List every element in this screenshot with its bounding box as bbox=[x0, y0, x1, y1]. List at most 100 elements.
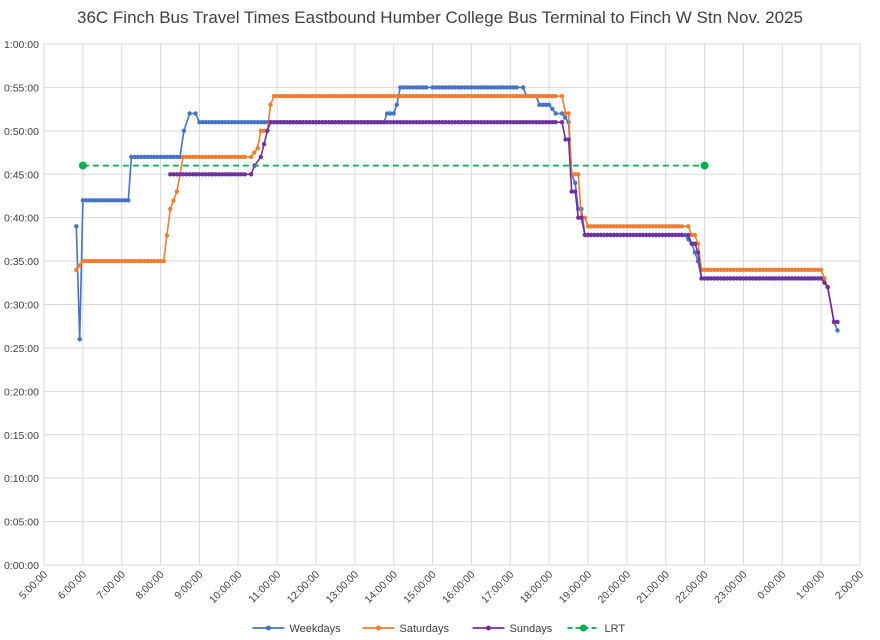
data-point-sundays bbox=[773, 276, 778, 281]
data-point-saturdays bbox=[608, 224, 613, 229]
data-point-weekdays bbox=[122, 198, 128, 203]
data-point-weekdays bbox=[440, 85, 445, 90]
data-point-saturdays bbox=[705, 267, 710, 272]
data-point-sundays bbox=[388, 120, 393, 125]
data-point-saturdays bbox=[676, 224, 681, 229]
data-point-sundays bbox=[498, 120, 503, 125]
data-point-sundays bbox=[640, 232, 646, 238]
data-point-saturdays bbox=[530, 93, 536, 99]
y-tick-label: 0:00:00 bbox=[4, 560, 39, 572]
data-point-saturdays bbox=[491, 93, 497, 99]
data-point-saturdays bbox=[122, 258, 128, 264]
legend-item-sundays: Sundays bbox=[472, 623, 553, 635]
data-point-weekdays bbox=[113, 198, 118, 203]
data-point-weekdays bbox=[501, 85, 506, 90]
data-point-weekdays bbox=[446, 85, 451, 90]
data-point-saturdays bbox=[239, 154, 244, 160]
data-point-sundays bbox=[378, 120, 383, 125]
data-point-weekdays bbox=[546, 102, 552, 108]
data-point-saturdays bbox=[602, 224, 607, 229]
data-point-saturdays bbox=[216, 154, 222, 160]
data-point-sundays bbox=[624, 232, 630, 238]
data-point-saturdays bbox=[576, 172, 581, 177]
data-point-saturdays bbox=[430, 93, 435, 99]
data-point-saturdays bbox=[611, 224, 617, 229]
data-point-saturdays bbox=[802, 267, 808, 272]
data-point-weekdays bbox=[488, 85, 494, 90]
data-point-sundays bbox=[760, 276, 766, 281]
data-point-weekdays bbox=[232, 120, 238, 125]
data-point-weekdays bbox=[436, 85, 442, 90]
data-point-sundays bbox=[187, 172, 192, 177]
data-point-sundays bbox=[579, 215, 584, 220]
data-point-sundays bbox=[660, 232, 665, 238]
data-point-weekdays bbox=[93, 198, 99, 203]
data-point-saturdays bbox=[119, 258, 124, 264]
data-point-sundays bbox=[789, 276, 795, 281]
data-point-sundays bbox=[702, 276, 707, 281]
data-point-weekdays bbox=[171, 154, 176, 160]
data-point-saturdays bbox=[355, 93, 361, 99]
data-point-saturdays bbox=[197, 154, 202, 160]
data-point-sundays bbox=[372, 120, 377, 125]
data-point-saturdays bbox=[472, 93, 477, 99]
data-point-saturdays bbox=[559, 93, 565, 99]
data-point-sundays bbox=[420, 120, 426, 125]
data-point-saturdays bbox=[180, 154, 186, 160]
data-point-sundays bbox=[226, 172, 231, 177]
data-point-saturdays bbox=[595, 224, 600, 229]
data-point-sundays bbox=[336, 120, 341, 125]
data-point-saturdays bbox=[164, 233, 170, 238]
data-point-sundays bbox=[368, 120, 374, 125]
data-point-saturdays bbox=[731, 267, 736, 272]
data-point-sundays bbox=[287, 120, 293, 125]
data-point-sundays bbox=[673, 232, 678, 238]
data-point-saturdays bbox=[514, 93, 519, 99]
data-point-sundays bbox=[802, 276, 808, 281]
data-point-saturdays bbox=[394, 93, 400, 99]
data-point-sundays bbox=[650, 232, 655, 238]
data-point-sundays bbox=[692, 241, 698, 246]
data-point-weekdays bbox=[219, 120, 225, 125]
data-point-sundays bbox=[391, 120, 396, 125]
data-point-sundays bbox=[362, 120, 367, 125]
data-point-weekdays bbox=[495, 85, 500, 90]
data-point-weekdays bbox=[103, 198, 108, 203]
data-point-sundays bbox=[491, 120, 497, 125]
data-point-sundays bbox=[203, 172, 209, 177]
data-point-weekdays bbox=[472, 85, 477, 90]
data-point-weekdays bbox=[80, 198, 86, 203]
data-point-sundays bbox=[666, 232, 672, 238]
data-point-weekdays bbox=[132, 154, 137, 160]
y-tick-label: 0:10:00 bbox=[4, 473, 39, 485]
data-point-sundays bbox=[297, 120, 302, 125]
data-point-saturdays bbox=[388, 93, 393, 99]
data-point-sundays bbox=[323, 120, 328, 125]
legend-marker-lrt bbox=[580, 624, 587, 632]
data-point-saturdays bbox=[718, 267, 723, 272]
data-point-saturdays bbox=[725, 267, 730, 272]
data-point-sundays bbox=[608, 232, 613, 238]
data-point-saturdays bbox=[138, 258, 144, 264]
data-point-saturdays bbox=[287, 93, 293, 99]
data-point-saturdays bbox=[116, 258, 121, 264]
data-point-sundays bbox=[537, 120, 542, 125]
data-point-saturdays bbox=[336, 93, 341, 99]
legend-marker-saturdays bbox=[376, 625, 381, 631]
y-tick-label: 0:05:00 bbox=[4, 517, 39, 529]
data-point-saturdays bbox=[83, 258, 89, 264]
data-point-sundays bbox=[365, 120, 370, 125]
data-point-sundays bbox=[190, 172, 196, 177]
data-point-weekdays bbox=[478, 85, 484, 90]
data-point-saturdays bbox=[142, 258, 147, 264]
data-point-saturdays bbox=[300, 93, 306, 99]
data-point-sundays bbox=[644, 232, 649, 238]
data-point-saturdays bbox=[184, 154, 189, 160]
data-point-saturdays bbox=[750, 267, 756, 272]
data-point-sundays bbox=[621, 232, 626, 238]
data-point-sundays bbox=[320, 120, 325, 125]
data-point-saturdays bbox=[291, 93, 296, 99]
data-point-saturdays bbox=[310, 93, 315, 99]
data-point-saturdays bbox=[631, 224, 636, 229]
data-point-sundays bbox=[469, 120, 474, 125]
